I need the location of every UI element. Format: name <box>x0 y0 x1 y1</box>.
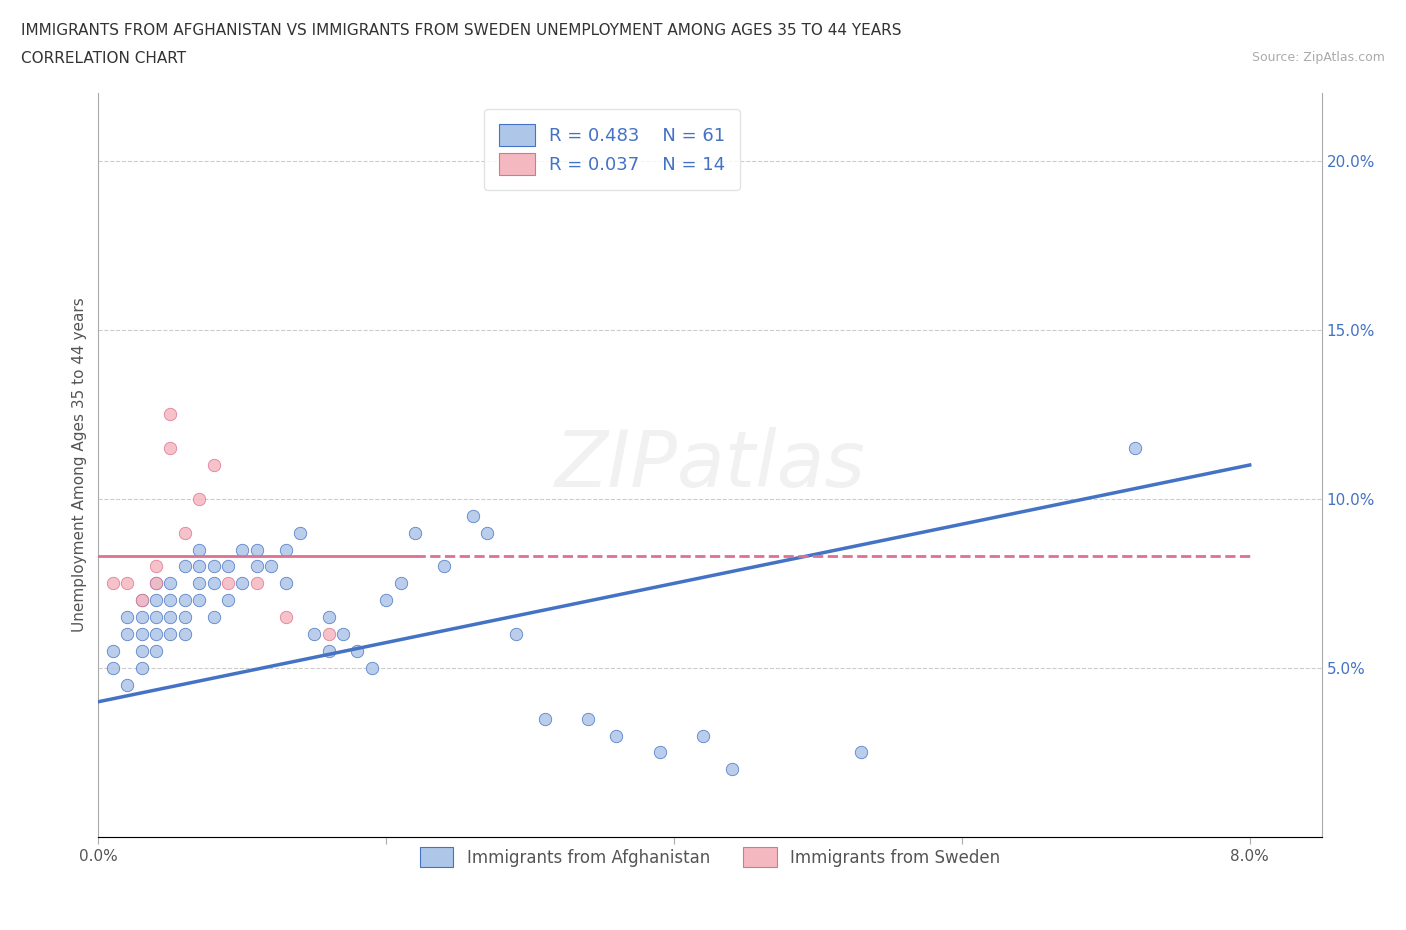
Point <box>246 559 269 574</box>
Point <box>115 627 138 642</box>
Point <box>202 576 225 591</box>
Point <box>173 525 195 540</box>
Point <box>131 627 153 642</box>
Point <box>145 576 167 591</box>
Point <box>360 660 382 675</box>
Point <box>131 592 153 607</box>
Point <box>202 559 225 574</box>
Point <box>605 728 627 743</box>
Point <box>849 745 872 760</box>
Point <box>115 576 138 591</box>
Point <box>475 525 498 540</box>
Point <box>332 627 354 642</box>
Point <box>318 644 340 658</box>
Point <box>288 525 311 540</box>
Point <box>188 491 211 506</box>
Point <box>101 644 124 658</box>
Point <box>173 592 195 607</box>
Point <box>145 576 167 591</box>
Point <box>274 542 297 557</box>
Point <box>131 644 153 658</box>
Point <box>346 644 368 658</box>
Point <box>131 610 153 625</box>
Point <box>188 576 211 591</box>
Point <box>159 441 181 456</box>
Point <box>461 509 484 524</box>
Point <box>217 576 239 591</box>
Point <box>375 592 398 607</box>
Point <box>318 610 340 625</box>
Point <box>145 627 167 642</box>
Point <box>202 610 225 625</box>
Point <box>260 559 283 574</box>
Text: Source: ZipAtlas.com: Source: ZipAtlas.com <box>1251 51 1385 64</box>
Point <box>692 728 714 743</box>
Point <box>231 576 253 591</box>
Point <box>720 762 742 777</box>
Point <box>115 677 138 692</box>
Point <box>533 711 555 726</box>
Point <box>274 610 297 625</box>
Point <box>173 627 195 642</box>
Point <box>217 559 239 574</box>
Point <box>202 458 225 472</box>
Point <box>389 576 412 591</box>
Point <box>115 610 138 625</box>
Point <box>131 660 153 675</box>
Point <box>131 592 153 607</box>
Point <box>173 559 195 574</box>
Point <box>576 711 599 726</box>
Point <box>217 592 239 607</box>
Point <box>188 559 211 574</box>
Point <box>173 610 195 625</box>
Point <box>246 542 269 557</box>
Point <box>145 644 167 658</box>
Point <box>648 745 671 760</box>
Point <box>159 592 181 607</box>
Point <box>505 627 527 642</box>
Point <box>145 559 167 574</box>
Legend: Immigrants from Afghanistan, Immigrants from Sweden: Immigrants from Afghanistan, Immigrants … <box>406 834 1014 881</box>
Point <box>101 660 124 675</box>
Point <box>159 627 181 642</box>
Point <box>433 559 456 574</box>
Point <box>159 610 181 625</box>
Point <box>145 592 167 607</box>
Text: ZIPatlas: ZIPatlas <box>554 427 866 503</box>
Y-axis label: Unemployment Among Ages 35 to 44 years: Unemployment Among Ages 35 to 44 years <box>72 298 87 632</box>
Point <box>145 610 167 625</box>
Point <box>246 576 269 591</box>
Text: IMMIGRANTS FROM AFGHANISTAN VS IMMIGRANTS FROM SWEDEN UNEMPLOYMENT AMONG AGES 35: IMMIGRANTS FROM AFGHANISTAN VS IMMIGRANT… <box>21 23 901 38</box>
Point <box>231 542 253 557</box>
Point <box>159 406 181 421</box>
Point <box>404 525 426 540</box>
Text: CORRELATION CHART: CORRELATION CHART <box>21 51 186 66</box>
Point <box>188 542 211 557</box>
Point <box>159 576 181 591</box>
Point <box>188 592 211 607</box>
Point <box>304 627 326 642</box>
Point <box>101 576 124 591</box>
Point <box>318 627 340 642</box>
Point <box>1123 441 1146 456</box>
Point <box>274 576 297 591</box>
